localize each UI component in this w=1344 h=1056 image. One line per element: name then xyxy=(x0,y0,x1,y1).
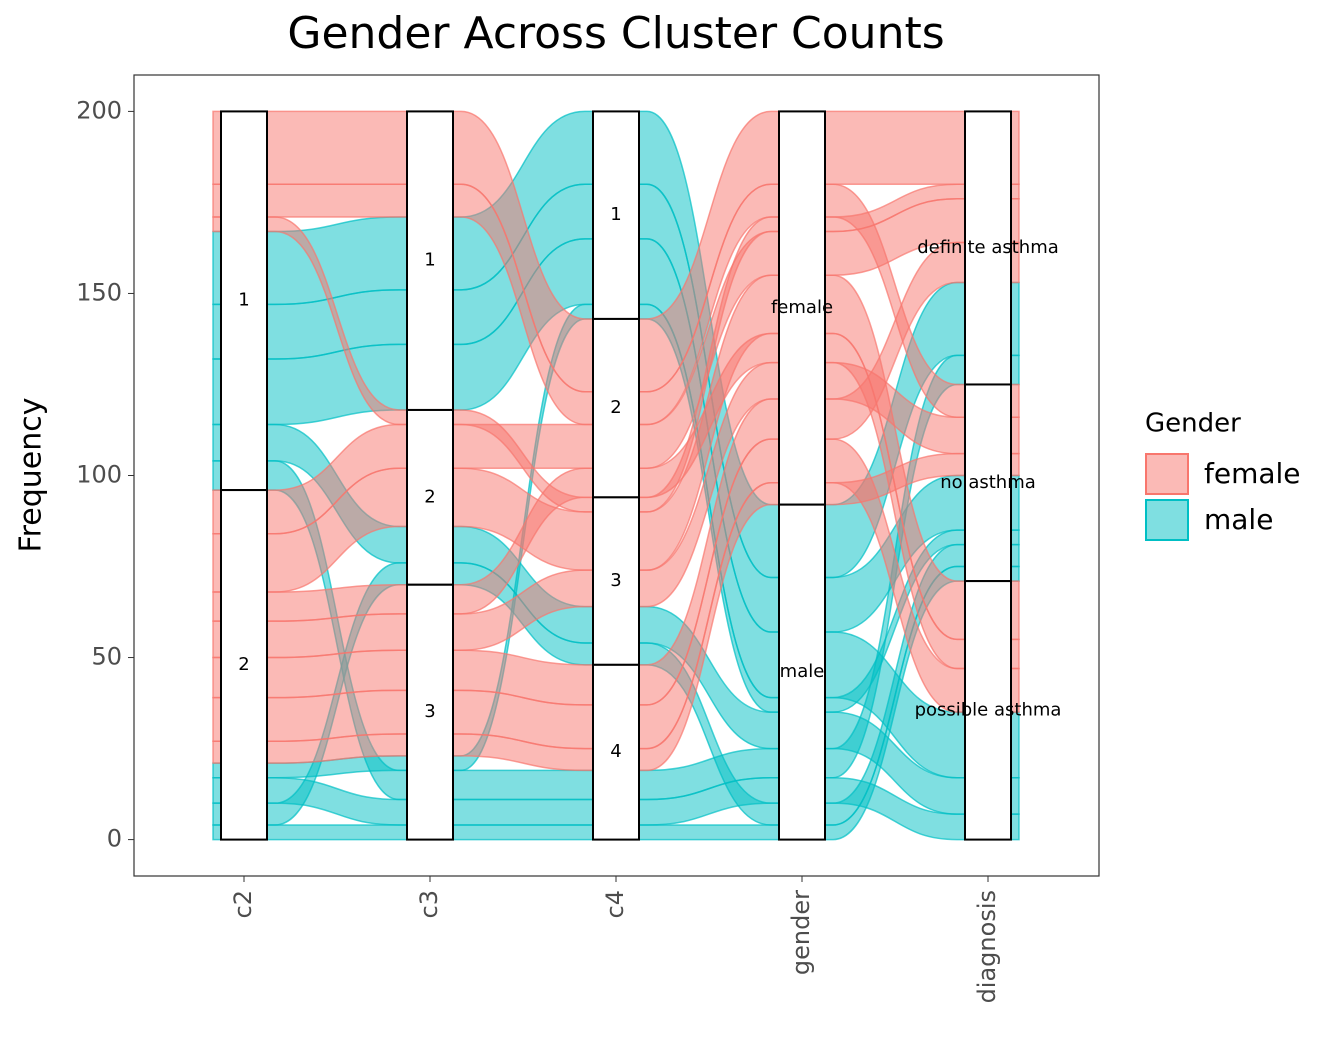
legend-label: female xyxy=(1204,457,1301,490)
stratum xyxy=(406,583,454,841)
stratum-label: 2 xyxy=(610,397,621,418)
legend-label: male xyxy=(1204,503,1273,536)
alluvium xyxy=(212,452,1020,772)
stratum-label: possible asthma xyxy=(915,699,1062,720)
stratum xyxy=(220,489,268,841)
stratum-label: male xyxy=(780,661,825,682)
legend-title: Gender xyxy=(1145,409,1241,439)
stratum-label: female xyxy=(771,297,833,318)
x-tick-label: c2 xyxy=(229,890,257,918)
y-tick-label: 150 xyxy=(76,278,122,306)
y-tick-label: 200 xyxy=(76,96,122,124)
stratum-label: 1 xyxy=(424,250,435,271)
stratum xyxy=(964,580,1012,841)
stratum-label: 3 xyxy=(424,701,435,722)
stratum xyxy=(220,110,268,492)
stratum xyxy=(592,317,640,499)
stratum xyxy=(592,496,640,666)
stratum-label: 3 xyxy=(610,570,621,591)
stratum xyxy=(592,663,640,841)
y-axis-title: Frequency xyxy=(14,398,49,553)
stratum xyxy=(964,383,1012,583)
stratum xyxy=(406,408,454,586)
y-tick-label: 50 xyxy=(91,643,122,671)
x-tick-label: gender xyxy=(787,890,815,975)
legend-key xyxy=(1145,499,1189,541)
chart-title: Gender Across Cluster Counts xyxy=(287,8,944,59)
x-tick-label: c4 xyxy=(601,890,629,918)
stratum-label: definite asthma xyxy=(917,237,1059,258)
stratum-label: 1 xyxy=(238,290,249,311)
legend-key xyxy=(1145,453,1189,495)
stratum xyxy=(778,503,826,841)
stratum-label: no asthma xyxy=(940,472,1036,493)
stratum-label: 1 xyxy=(610,204,621,225)
stratum-label: 4 xyxy=(610,741,621,762)
x-tick-label: diagnosis xyxy=(973,890,1001,1003)
y-tick-label: 0 xyxy=(107,825,122,853)
x-tick-label: c3 xyxy=(415,890,443,918)
stratum-label: 2 xyxy=(238,654,249,675)
stratum xyxy=(592,110,640,320)
stratum-label: 2 xyxy=(424,486,435,507)
y-tick-label: 100 xyxy=(76,461,122,489)
